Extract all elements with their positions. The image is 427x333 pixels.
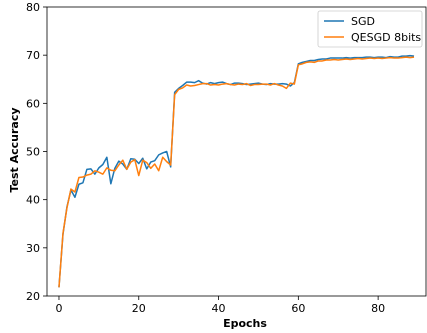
y-tick-label: 20 <box>26 290 40 303</box>
y-tick-label: 80 <box>26 1 40 14</box>
legend-box <box>317 10 423 48</box>
axes <box>46 6 427 297</box>
x-tick-label: 40 <box>212 302 226 315</box>
legend-label-qesgd-8bits: QESGD 8bits <box>351 31 421 44</box>
x-tick-label: 80 <box>371 302 385 315</box>
y-tick-label: 60 <box>26 97 40 110</box>
series-line-qesgd-8bits <box>58 56 415 288</box>
legend: SGD QESGD 8bits <box>317 10 423 48</box>
x-tick-label: 0 <box>55 302 62 315</box>
ticks: 0 20 40 60 80 20 30 40 50 60 70 80 <box>26 1 385 315</box>
series-layer <box>58 54 415 288</box>
y-tick-label: 50 <box>26 146 40 159</box>
series-line-sgd <box>58 54 415 288</box>
y-tick-label: 70 <box>26 49 40 62</box>
y-tick-label: 40 <box>26 194 40 207</box>
legend-label-sgd: SGD <box>351 15 375 28</box>
y-axis-label: Test Accuracy <box>8 107 21 192</box>
x-tick-label: 20 <box>132 302 146 315</box>
x-tick-label: 60 <box>291 302 305 315</box>
y-tick-label: 30 <box>26 242 40 255</box>
x-axis-label: Epochs <box>223 317 267 330</box>
plot-frame <box>46 6 427 297</box>
